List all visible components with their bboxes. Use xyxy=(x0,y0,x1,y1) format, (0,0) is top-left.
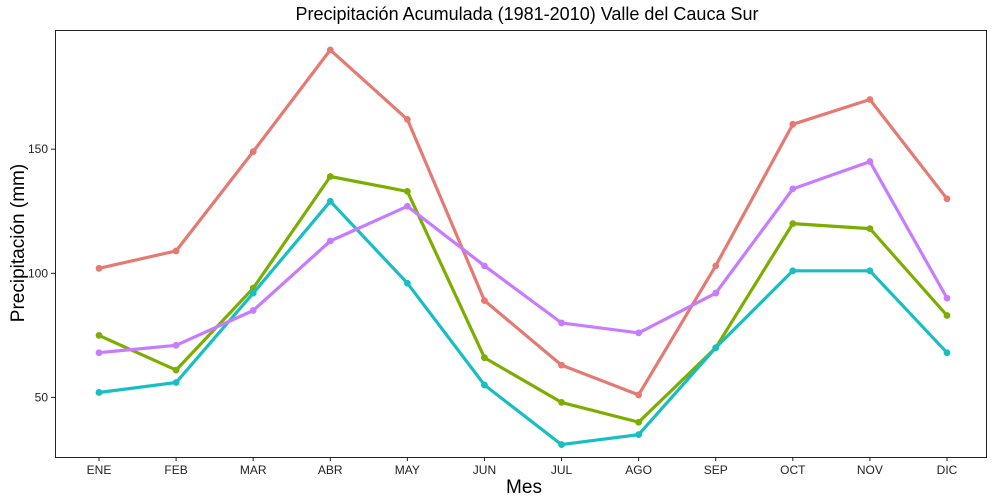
data-point xyxy=(403,279,411,287)
data-point xyxy=(558,319,565,327)
x-tick-label: SEP xyxy=(704,463,728,477)
data-point xyxy=(789,185,797,193)
x-axis: ENE FEB MAR ABR MAY JUN JUL AGO SEP OCT NOV DIC xyxy=(87,457,958,477)
data-point xyxy=(326,46,334,54)
data-point xyxy=(172,366,180,374)
x-tick-label: ENE xyxy=(87,463,112,477)
data-point xyxy=(635,329,643,337)
y-axis: 50 100 150 xyxy=(28,142,55,404)
data-point xyxy=(249,148,257,156)
x-tick-label: MAR xyxy=(240,463,267,477)
data-point xyxy=(95,331,103,339)
x-tick-label: OCT xyxy=(780,463,806,477)
data-point xyxy=(866,225,874,233)
data-point xyxy=(403,187,411,195)
data-point xyxy=(866,158,874,165)
x-tick-label: NOV xyxy=(857,463,883,477)
data-point xyxy=(558,441,565,448)
x-tick-label: FEB xyxy=(164,463,187,477)
x-tick-label: MAY xyxy=(395,463,420,477)
y-tick-label: 50 xyxy=(35,390,49,404)
data-point xyxy=(943,312,951,319)
series-line-1 xyxy=(97,48,949,397)
x-tick-label: JUN xyxy=(473,463,496,477)
data-point xyxy=(635,391,643,399)
data-point xyxy=(326,173,334,180)
series-layer xyxy=(95,46,951,448)
data-point xyxy=(95,389,103,396)
data-point xyxy=(403,202,411,210)
x-tick-label: AGO xyxy=(625,463,652,477)
data-point xyxy=(712,289,720,297)
data-point xyxy=(95,349,103,357)
data-point xyxy=(635,431,643,439)
data-point xyxy=(249,289,257,297)
x-tick-label: DIC xyxy=(937,463,958,477)
data-point xyxy=(943,294,951,302)
data-point xyxy=(326,237,334,245)
data-point xyxy=(172,379,180,386)
data-point xyxy=(558,361,565,369)
y-tick-label: 150 xyxy=(28,142,48,156)
data-point xyxy=(789,120,797,128)
data-point xyxy=(866,96,874,103)
data-point xyxy=(866,267,874,275)
data-point xyxy=(789,220,797,228)
data-point xyxy=(789,267,797,275)
data-point xyxy=(481,354,488,362)
data-point xyxy=(635,418,643,426)
series-line-3 xyxy=(97,199,949,447)
data-point xyxy=(95,264,103,272)
data-point xyxy=(481,262,488,270)
series-line-2 xyxy=(97,174,949,424)
data-point xyxy=(403,115,411,123)
series-line-4 xyxy=(97,160,949,355)
data-point xyxy=(481,297,488,304)
data-point xyxy=(326,197,334,205)
plot-border xyxy=(55,30,987,458)
x-tick-label: ABR xyxy=(318,463,343,477)
x-tick-label: JUL xyxy=(551,463,573,477)
data-point xyxy=(172,341,180,349)
data-point xyxy=(712,344,720,352)
data-point xyxy=(558,398,565,406)
y-tick-label: 100 xyxy=(28,266,48,280)
x-axis-title: Mes xyxy=(506,477,542,498)
data-point xyxy=(481,381,488,389)
data-point xyxy=(712,262,720,270)
data-point xyxy=(172,247,180,255)
data-point xyxy=(249,307,257,314)
data-point xyxy=(943,349,951,357)
data-point xyxy=(943,195,951,203)
chart-title: Precipitación Acumulada (1981-2010) Vall… xyxy=(296,4,759,24)
y-axis-title: Precipitación (mm) xyxy=(8,164,29,322)
